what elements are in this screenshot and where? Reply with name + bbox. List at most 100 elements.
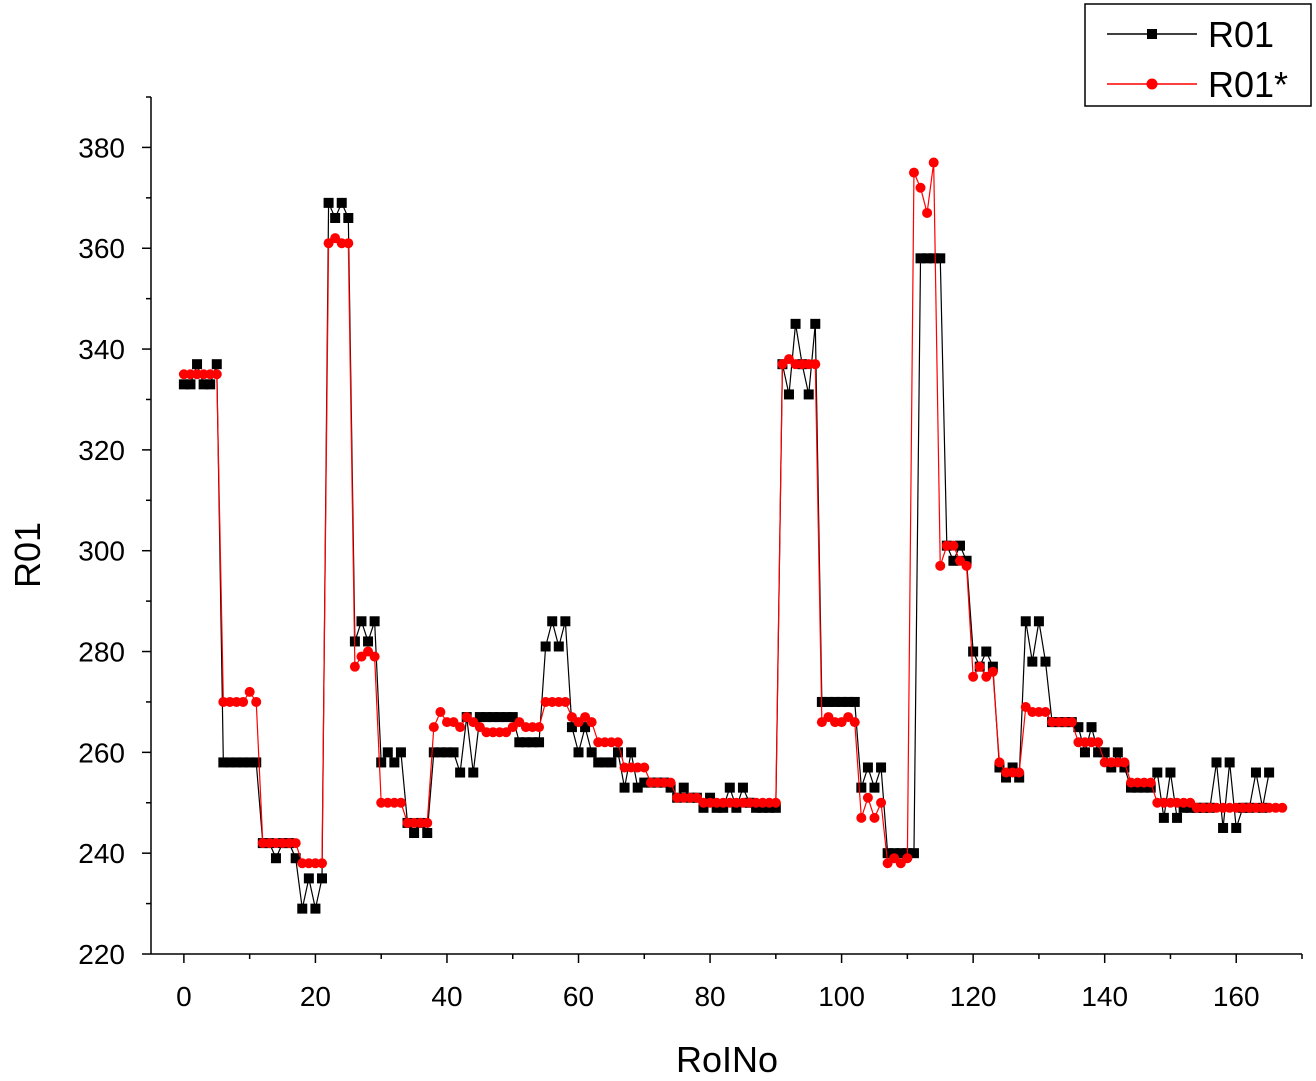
data-point	[244, 686, 255, 697]
legend-box	[1084, 3, 1312, 107]
data-point	[948, 555, 959, 566]
data-point	[290, 838, 301, 849]
data-point	[1152, 767, 1163, 778]
data-point	[987, 661, 998, 672]
data-point	[764, 802, 775, 813]
legend-label-r01-star: R01*	[1208, 64, 1288, 105]
legend-marker-r01-star	[1146, 78, 1158, 90]
data-point	[514, 737, 525, 748]
data-point	[783, 389, 794, 400]
data-point	[948, 540, 959, 551]
data-point	[1119, 757, 1130, 768]
y-axis-ticks: 220 240 260 280 300 320 340 360 380	[78, 96, 151, 970]
data-point	[619, 782, 630, 793]
data-point	[922, 207, 933, 218]
data-point	[1040, 656, 1051, 667]
data-point	[238, 696, 249, 707]
data-point	[218, 757, 229, 768]
data-point	[698, 802, 709, 813]
data-point	[836, 696, 847, 707]
data-point	[862, 762, 873, 773]
data-point	[626, 747, 637, 758]
data-point	[1218, 822, 1229, 833]
x-tick-label: 20	[300, 981, 331, 1012]
data-point	[573, 747, 584, 758]
data-point	[987, 666, 998, 677]
data-point	[1066, 717, 1077, 728]
data-point	[547, 616, 558, 627]
data-point	[297, 903, 308, 914]
data-point	[198, 379, 209, 390]
series-layer	[178, 157, 1288, 914]
data-point	[1125, 782, 1136, 793]
data-point	[1099, 747, 1110, 758]
data-point	[889, 848, 900, 859]
data-point	[724, 782, 735, 793]
y-tick-label: 260	[78, 737, 125, 768]
data-point	[1145, 777, 1156, 788]
data-point	[908, 167, 919, 178]
data-point	[192, 359, 203, 370]
data-point	[211, 369, 222, 380]
data-point	[488, 712, 499, 723]
data-point	[395, 797, 406, 808]
x-tick-label: 40	[431, 981, 462, 1012]
data-point	[639, 777, 650, 788]
data-point	[1185, 802, 1196, 813]
data-point	[849, 696, 860, 707]
data-point	[527, 737, 538, 748]
data-point	[915, 182, 926, 193]
data-point	[1093, 747, 1104, 758]
data-point	[224, 757, 235, 768]
data-point	[231, 757, 242, 768]
data-point	[185, 379, 196, 390]
data-point	[1033, 616, 1044, 627]
data-point	[908, 848, 919, 859]
data-point	[580, 722, 591, 733]
y-tick-label: 360	[78, 233, 125, 264]
data-point	[317, 873, 328, 884]
data-point	[1132, 782, 1143, 793]
data-point	[507, 712, 518, 723]
legend-marker-r01	[1147, 29, 1157, 39]
data-point	[1178, 802, 1189, 813]
data-point	[1014, 772, 1025, 783]
data-point	[1172, 812, 1183, 823]
data-point	[428, 722, 439, 733]
data-point	[1093, 737, 1104, 748]
data-point	[935, 253, 946, 264]
data-point	[737, 782, 748, 793]
data-point	[1007, 762, 1018, 773]
x-tick-label: 0	[176, 981, 192, 1012]
data-point	[251, 696, 262, 707]
data-point	[876, 762, 887, 773]
data-point	[369, 616, 380, 627]
data-point	[612, 737, 623, 748]
data-point	[612, 747, 623, 758]
y-tick-label: 320	[78, 435, 125, 466]
x-tick-label: 120	[950, 981, 997, 1012]
series-r01-star	[178, 157, 1288, 869]
data-point	[586, 747, 597, 758]
data-point	[968, 671, 979, 682]
y-tick-label: 280	[78, 637, 125, 668]
data-point	[1139, 782, 1150, 793]
data-point	[310, 903, 321, 914]
data-point	[343, 238, 354, 249]
data-point	[317, 858, 328, 869]
axes	[150, 97, 1302, 955]
data-point	[606, 757, 617, 768]
data-point	[876, 797, 887, 808]
data-point	[751, 802, 762, 813]
data-point	[586, 717, 597, 728]
data-point	[915, 253, 926, 264]
data-point	[422, 817, 433, 828]
data-point	[843, 696, 854, 707]
data-point	[349, 661, 360, 672]
data-point	[1112, 747, 1123, 758]
y-tick-label: 240	[78, 838, 125, 869]
data-point	[935, 560, 946, 571]
data-point	[862, 792, 873, 803]
data-point	[928, 157, 939, 168]
